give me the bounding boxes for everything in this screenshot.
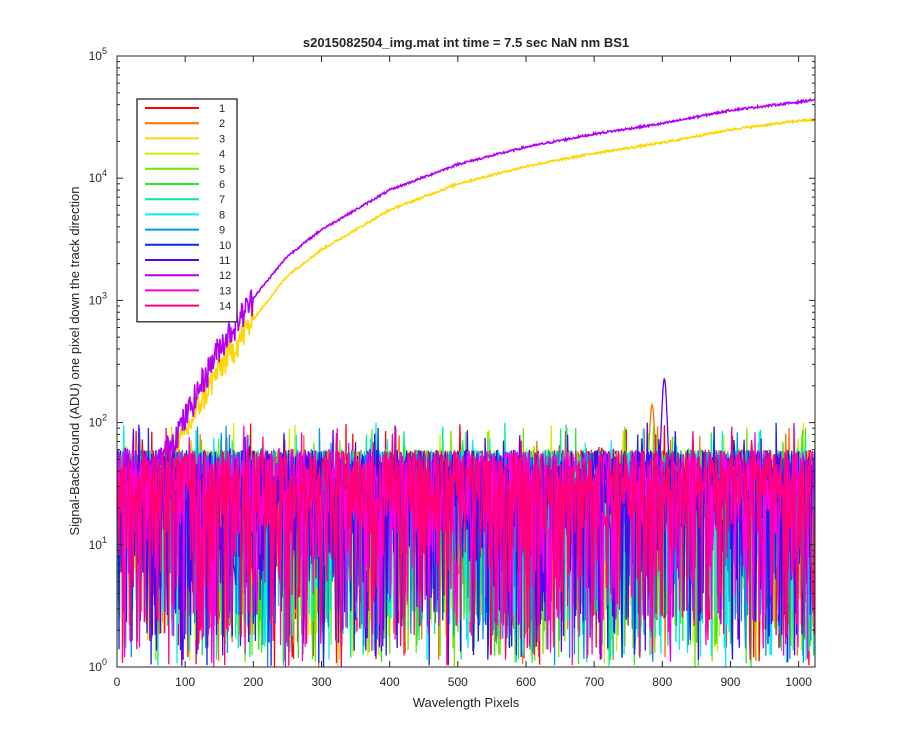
x-tick-label: 500 [448,675,468,689]
x-tick-label: 0 [114,675,121,689]
plot-frame [116,55,816,668]
x-tick-label: 300 [311,675,331,689]
legend-box [136,98,238,323]
x-tick-label: 100 [175,675,195,689]
x-tick-label: 900 [720,675,740,689]
y-tick-label: 101 [89,535,107,552]
legend-label-2: 2 [219,118,225,130]
y-tick-label: 100 [89,657,107,674]
legend-label-11: 11 [219,255,230,267]
series-line-12 [117,97,815,542]
plot-area [117,97,815,667]
legend-label-13: 13 [219,285,231,297]
y-tick-label: 105 [89,46,107,63]
y-axis-label: Signal-BackGround (ADU) one pixel down t… [67,186,82,535]
x-tick-label: 1000 [785,675,812,689]
x-tick-label: 200 [243,675,263,689]
chart-title: s2015082504_img.mat int time = 7.5 sec N… [303,35,629,50]
series-line-3 [117,117,815,528]
legend-label-7: 7 [219,194,225,206]
series-line-14 [117,422,815,667]
x-tick-label: 400 [380,675,400,689]
axes: 0 100 200 300 400 500 600 700 800 900 100010010110… [89,46,816,689]
legend-label-4: 4 [219,149,225,161]
legend-label-5: 5 [219,164,225,176]
legend-label-6: 6 [219,179,225,191]
legend-label-14: 14 [219,301,231,313]
x-axis-label: Wavelength Pixels [413,695,520,710]
series-layer [117,97,815,667]
legend-label-10: 10 [219,240,231,252]
legend-label-1: 1 [219,103,225,115]
x-tick-label: 600 [516,675,536,689]
legend-label-9: 9 [219,225,225,237]
y-tick-label: 104 [89,168,107,185]
legend-label-8: 8 [219,209,225,221]
legend-label-3: 3 [219,133,225,145]
legend-label-12: 12 [219,270,231,282]
x-tick-label: 800 [652,675,672,689]
y-tick-label: 102 [89,413,107,430]
y-tick-label: 103 [89,290,107,307]
x-tick-label: 700 [584,675,604,689]
